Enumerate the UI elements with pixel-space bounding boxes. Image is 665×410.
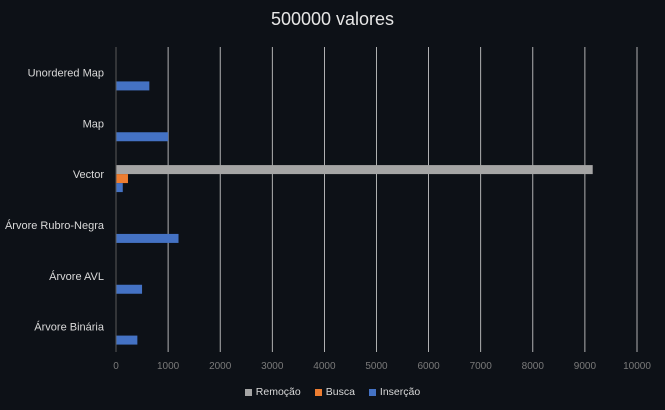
bar-busca <box>116 174 128 184</box>
bar-remoção <box>116 165 593 175</box>
category-label: Árvore Binária <box>34 321 105 334</box>
x-tick-label: 2000 <box>209 361 232 372</box>
x-tick-label: 7000 <box>470 361 493 372</box>
x-tick-label: 5000 <box>365 361 388 372</box>
legend-swatch <box>314 388 322 396</box>
category-label: Vector <box>73 169 105 181</box>
legend-label: Remoção <box>255 386 301 398</box>
legend-swatch <box>368 388 376 396</box>
chart-legend: Remoção Busca Inserção <box>0 386 665 398</box>
bar-inserção <box>116 132 169 142</box>
x-tick-label: 6000 <box>417 361 440 372</box>
bar-inserção <box>116 335 138 345</box>
category-label: Map <box>83 118 104 130</box>
x-tick-label: 4000 <box>313 361 336 372</box>
legend-item: Inserção <box>368 386 421 398</box>
x-tick-label: 0 <box>113 361 119 372</box>
chart-title: 500000 valores <box>270 9 395 29</box>
x-tick-label: 8000 <box>522 361 545 372</box>
x-tick-label: 10000 <box>623 361 651 372</box>
category-label: Unordered Map <box>28 67 104 79</box>
bar-inserção <box>116 183 123 193</box>
bar-inserção <box>116 81 150 91</box>
x-tick-label: 1000 <box>157 361 180 372</box>
x-tick-label: 3000 <box>261 361 284 372</box>
legend-item: Busca <box>314 386 355 398</box>
legend-item: Remoção <box>244 386 301 398</box>
x-tick-label: 9000 <box>574 361 597 372</box>
category-label: Árvore Rubro-Negra <box>5 219 105 232</box>
category-label: Árvore AVL <box>49 270 104 283</box>
legend-label: Inserção <box>379 386 421 398</box>
bar-inserção <box>116 284 143 294</box>
legend-swatch <box>244 388 252 396</box>
legend-label: Busca <box>325 386 355 398</box>
bar-inserção <box>116 233 179 243</box>
